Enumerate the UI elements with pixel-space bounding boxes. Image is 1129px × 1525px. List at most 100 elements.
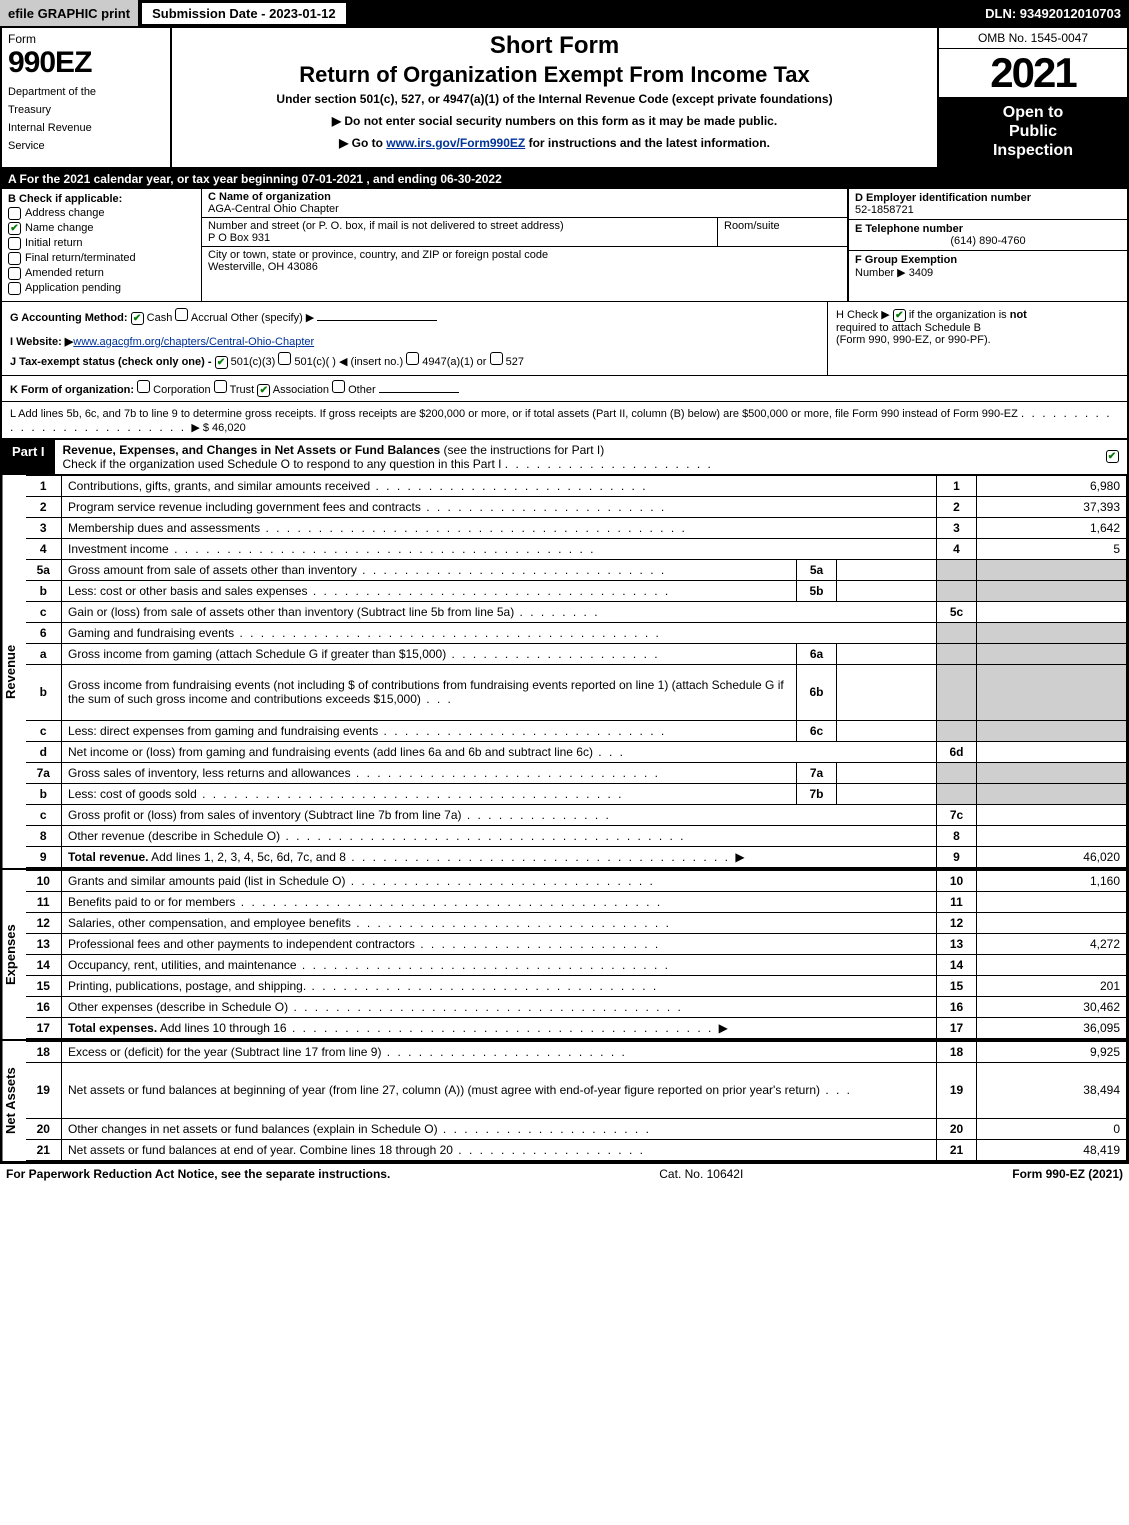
k-check-1[interactable]	[214, 380, 227, 393]
inspection-2: Public	[943, 122, 1123, 141]
out-num	[937, 762, 977, 783]
line-desc: Gain or (loss) from sale of assets other…	[62, 601, 937, 622]
line-num: 9	[26, 846, 62, 867]
line-num: 1	[26, 475, 62, 496]
out-val: 201	[977, 975, 1127, 996]
b-checkbox-2[interactable]	[8, 237, 21, 250]
out-val	[977, 601, 1127, 622]
line-desc: Total revenue. Add lines 1, 2, 3, 4, 5c,…	[62, 846, 937, 867]
k-check-0[interactable]	[137, 380, 150, 393]
irs-link[interactable]: www.irs.gov/Form990EZ	[386, 136, 525, 150]
d-value: 52-1858721	[855, 204, 914, 216]
b-checkbox-3[interactable]	[8, 252, 21, 265]
part-i-check[interactable]: ✔	[1097, 440, 1127, 474]
dept-line3: Internal Revenue	[8, 122, 164, 134]
out-val	[977, 825, 1127, 846]
line-row: dNet income or (loss) from gaming and fu…	[26, 741, 1127, 762]
out-val: 30,462	[977, 996, 1127, 1017]
out-num: 18	[937, 1041, 977, 1062]
header-left: Form 990EZ Department of the Treasury In…	[2, 28, 172, 167]
part-i-title-bold: Revenue, Expenses, and Changes in Net As…	[63, 443, 441, 457]
line-num: 5a	[26, 559, 62, 580]
line-num: c	[26, 804, 62, 825]
h-text1: if the organization is	[909, 309, 1010, 321]
j-527-check[interactable]	[490, 352, 503, 365]
d-label: D Employer identification number	[855, 192, 1031, 204]
line-num: 7a	[26, 762, 62, 783]
line-desc: Other revenue (describe in Schedule O) .…	[62, 825, 937, 846]
h-checkbox[interactable]: ✔	[893, 309, 906, 322]
cash-checkbox[interactable]: ✔	[131, 312, 144, 325]
other-label: Other (specify) ▶	[231, 312, 315, 324]
b-checkbox-5[interactable]	[8, 282, 21, 295]
k-other-field[interactable]	[379, 392, 459, 393]
out-num	[937, 580, 977, 601]
line-num: 14	[26, 954, 62, 975]
instruction-2: ▶ Go to www.irs.gov/Form990EZ for instru…	[180, 136, 929, 150]
street-label: Number and street (or P. O. box, if mail…	[208, 220, 564, 232]
f-label2: Number ▶	[855, 267, 906, 279]
line-desc: Total expenses. Add lines 10 through 16 …	[62, 1017, 937, 1038]
f-label: F Group Exemption	[855, 254, 957, 266]
inner-num: 6c	[797, 720, 837, 741]
out-num	[937, 664, 977, 720]
part-i-title-rest: (see the instructions for Part I)	[440, 443, 604, 457]
line-row: 8Other revenue (describe in Schedule O) …	[26, 825, 1127, 846]
line-num: b	[26, 783, 62, 804]
form-body: Form 990EZ Department of the Treasury In…	[0, 26, 1129, 1163]
k-check-3[interactable]	[332, 380, 345, 393]
out-val	[977, 762, 1127, 783]
inner-num: 7b	[797, 783, 837, 804]
dept-line1: Department of the	[8, 86, 164, 98]
line-row: 16Other expenses (describe in Schedule O…	[26, 996, 1127, 1017]
j-4947-check[interactable]	[406, 352, 419, 365]
line-desc: Membership dues and assessments . . . . …	[62, 517, 937, 538]
out-num: 3	[937, 517, 977, 538]
out-num	[937, 559, 977, 580]
expenses-table: 10Grants and similar amounts paid (list …	[26, 870, 1127, 1039]
part-i-header: Part I Revenue, Expenses, and Changes in…	[2, 438, 1127, 475]
website-link[interactable]: www.agacgfm.org/chapters/Central-Ohio-Ch…	[73, 336, 314, 348]
out-num: 1	[937, 475, 977, 496]
inner-num: 6a	[797, 643, 837, 664]
line-a: A For the 2021 calendar year, or tax yea…	[2, 169, 1127, 189]
instruction-2-post: for instructions and the latest informat…	[525, 136, 770, 150]
line-num: 4	[26, 538, 62, 559]
inner-val	[837, 664, 937, 720]
b-check-label: Application pending	[25, 282, 121, 294]
out-num: 14	[937, 954, 977, 975]
efile-print-label[interactable]: efile GRAPHIC print	[0, 0, 138, 26]
b-checkbox-4[interactable]	[8, 267, 21, 280]
b-check-label: Name change	[25, 222, 94, 234]
city-cell: City or town, state or province, country…	[202, 247, 847, 275]
form-word: Form	[8, 32, 164, 46]
out-num: 5c	[937, 601, 977, 622]
street-cell: Number and street (or P. O. box, if mail…	[202, 218, 717, 247]
j-501c3-check[interactable]: ✔	[215, 356, 228, 369]
line-row: 2Program service revenue including gover…	[26, 496, 1127, 517]
line-desc: Gross sales of inventory, less returns a…	[62, 762, 797, 783]
k-check-2[interactable]: ✔	[257, 384, 270, 397]
b-checkbox-0[interactable]	[8, 207, 21, 220]
footer-right: Form 990-EZ (2021)	[1012, 1167, 1123, 1181]
out-num	[937, 643, 977, 664]
line-desc: Less: cost of goods sold . . . . . . . .…	[62, 783, 797, 804]
out-val	[977, 741, 1127, 762]
accrual-checkbox[interactable]	[175, 308, 188, 321]
line-desc: Contributions, gifts, grants, and simila…	[62, 475, 937, 496]
subtitle-under: Under section 501(c), 527, or 4947(a)(1)…	[180, 92, 929, 106]
line-num: 12	[26, 912, 62, 933]
out-num: 2	[937, 496, 977, 517]
line-row: aGross income from gaming (attach Schedu…	[26, 643, 1127, 664]
line-desc: Net income or (loss) from gaming and fun…	[62, 741, 937, 762]
line-row: bGross income from fundraising events (n…	[26, 664, 1127, 720]
part-i-title: Revenue, Expenses, and Changes in Net As…	[55, 440, 1097, 474]
out-num: 4	[937, 538, 977, 559]
b-checkbox-1[interactable]: ✔	[8, 222, 21, 235]
footer-right-post: (2021)	[1085, 1167, 1123, 1181]
j-501c-check[interactable]	[278, 352, 291, 365]
section-b-checkboxes: B Check if applicable: Address change✔Na…	[2, 189, 202, 301]
other-specify-field[interactable]	[317, 320, 437, 321]
revenue-label: Revenue	[2, 475, 26, 868]
out-val	[977, 783, 1127, 804]
